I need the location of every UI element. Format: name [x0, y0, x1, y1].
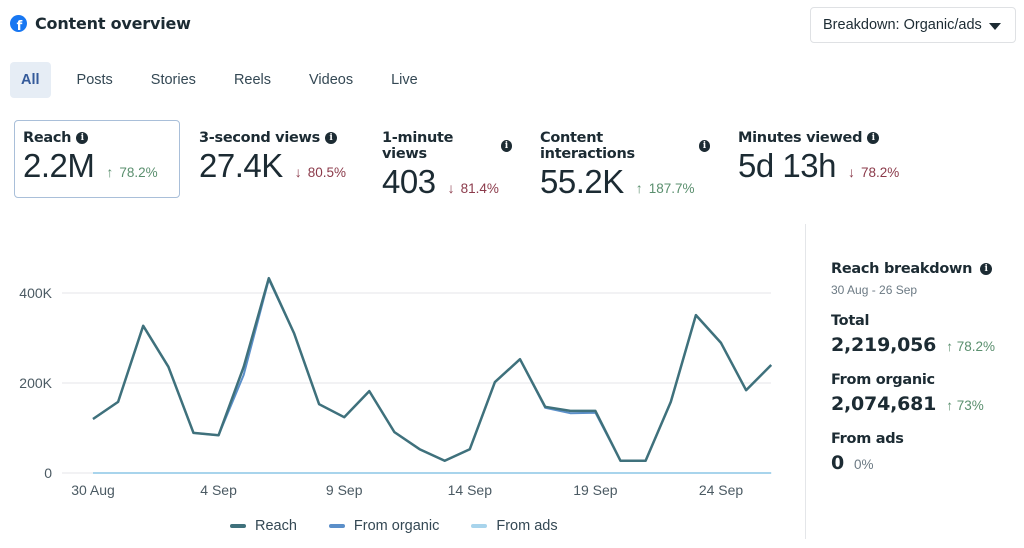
- reach-breakdown-panel: Reach breakdown i 30 Aug - 26 Sep Total 2…: [831, 261, 1016, 474]
- metric-value: 55.2K: [540, 163, 624, 200]
- breakdown-ads-value: 0: [831, 452, 845, 474]
- metric-label: Minutes viewed: [738, 130, 863, 146]
- x-tick-label: 30 Aug: [71, 482, 115, 498]
- caret-down-icon: [989, 23, 1001, 30]
- metric-label: 1-minute views: [382, 130, 454, 162]
- x-tick-label: 4 Sep: [200, 482, 237, 498]
- x-axis-ticks: 30 Aug 4 Sep 9 Sep 14 Sep 19 Sep 24 Sep: [71, 482, 743, 498]
- tab-live[interactable]: Live: [391, 72, 418, 88]
- legend-label: From organic: [353, 518, 440, 534]
- metric-cards: Reach i 2.2M ↑ 78.2% 3-second views i 27.4K…: [14, 120, 919, 200]
- breakdown-dropdown[interactable]: Breakdown: Organic/ads: [810, 7, 1016, 43]
- metric-card-3-second-views[interactable]: 3-second views i 27.4K ↓ 80.5%: [190, 120, 363, 198]
- breakdown-ads-delta: 0%: [854, 457, 874, 472]
- breakdown-total-delta: ↑ 78.2%: [946, 339, 995, 354]
- legend-swatch: [328, 524, 345, 528]
- arrow-down-icon: ↓: [447, 180, 455, 196]
- delta-value: 78.2%: [956, 339, 995, 354]
- metric-delta-value: 187.7%: [648, 181, 695, 196]
- x-tick-label: 14 Sep: [448, 482, 493, 498]
- legend-swatch: [471, 524, 488, 528]
- metric-value: 403: [382, 163, 436, 200]
- metric-delta: ↓ 80.5%: [295, 164, 346, 180]
- metric-delta-value: 78.2%: [860, 165, 900, 180]
- breakdown-total-label: Total: [831, 313, 870, 329]
- info-icon[interactable]: i: [76, 132, 89, 144]
- y-tick-label: 200K: [19, 375, 52, 391]
- panel-divider: [805, 224, 806, 539]
- breakdown-organic-value: 2,074,681: [831, 393, 937, 415]
- info-icon[interactable]: i: [500, 140, 512, 152]
- reach-breakdown-title: Reach breakdown: [831, 261, 973, 277]
- facebook-icon: f: [10, 15, 27, 32]
- metric-value: 27.4K: [199, 147, 283, 184]
- legend-swatch: [230, 524, 246, 528]
- arrow-up-icon: ↑: [635, 180, 643, 196]
- info-icon[interactable]: i: [324, 132, 337, 144]
- delta-value: 73%: [956, 398, 984, 413]
- legend-label: Reach: [255, 518, 297, 534]
- info-icon[interactable]: i: [698, 140, 710, 152]
- x-tick-label: 19 Sep: [573, 482, 618, 498]
- metric-value: 2.2M: [23, 147, 95, 184]
- series-line-reach: [92, 276, 773, 463]
- header: f Content overview: [10, 14, 191, 33]
- content-type-tabs: All Posts Stories Reels Videos Live: [10, 62, 444, 98]
- breakdown-organic-label: From organic: [831, 372, 935, 388]
- metric-label: Reach: [23, 130, 72, 146]
- x-tick-label: 24 Sep: [699, 482, 744, 498]
- metric-value: 5d 13h: [738, 147, 836, 184]
- arrow-up-icon: ↑: [946, 398, 957, 413]
- legend-item-from-organic[interactable]: From organic: [328, 518, 440, 534]
- metric-card-minutes-viewed[interactable]: Minutes viewed i 5d 13h ↓ 78.2%: [729, 120, 909, 198]
- y-axis-ticks: 0 200K 400K: [19, 285, 52, 481]
- breakdown-organic-delta: ↑ 73%: [946, 398, 984, 413]
- page-title: Content overview: [35, 14, 191, 33]
- breakdown-dropdown-label: Breakdown: Organic/ads: [823, 17, 982, 33]
- breakdown-ads-label: From ads: [831, 431, 904, 447]
- metric-delta: ↑ 78.2%: [106, 164, 157, 180]
- metric-delta: ↑ 187.7%: [636, 180, 695, 196]
- y-tick-label: 400K: [19, 285, 52, 301]
- metric-label: Content interactions: [540, 130, 635, 162]
- arrow-down-icon: ↓: [294, 164, 302, 180]
- metric-card-1-minute-views[interactable]: 1-minute views i 403 ↓ 81.4%: [373, 120, 521, 200]
- arrow-down-icon: ↓: [847, 164, 855, 180]
- chart-legend: Reach From organic From ads: [230, 518, 558, 534]
- legend-label: From ads: [496, 518, 558, 534]
- tab-posts[interactable]: Posts: [76, 72, 113, 88]
- metric-card-content-interactions[interactable]: Content interactions i 55.2K ↑ 187.7%: [531, 120, 719, 200]
- metric-delta-value: 80.5%: [307, 165, 347, 180]
- chart-series: [92, 276, 773, 474]
- info-icon[interactable]: i: [867, 132, 880, 144]
- y-tick-label: 0: [44, 465, 52, 481]
- metric-card-reach[interactable]: Reach i 2.2M ↑ 78.2%: [14, 120, 180, 198]
- reach-breakdown-date-range: 30 Aug - 26 Sep: [831, 283, 918, 297]
- tab-videos[interactable]: Videos: [309, 72, 354, 88]
- legend-item-from-ads[interactable]: From ads: [471, 518, 558, 534]
- legend-item-reach[interactable]: Reach: [230, 518, 297, 534]
- metric-delta-value: 81.4%: [460, 181, 499, 196]
- tab-stories[interactable]: Stories: [150, 72, 196, 88]
- x-tick-label: 9 Sep: [326, 482, 363, 498]
- breakdown-total-value: 2,219,056: [831, 334, 937, 356]
- metric-delta: ↓ 81.4%: [448, 180, 499, 196]
- metric-delta-value: 78.2%: [119, 165, 158, 180]
- tab-reels[interactable]: Reels: [233, 72, 272, 88]
- metric-label: 3-second views: [199, 130, 320, 146]
- arrow-up-icon: ↑: [106, 164, 114, 180]
- metric-delta: ↓ 78.2%: [848, 164, 899, 180]
- info-icon[interactable]: i: [980, 263, 993, 275]
- tab-all[interactable]: All: [10, 62, 51, 98]
- arrow-up-icon: ↑: [946, 339, 957, 354]
- reach-line-chart: 0 200K 400K 30 Aug 4 Sep 9 Sep 14 Sep 19 Sep 24…: [19, 276, 773, 498]
